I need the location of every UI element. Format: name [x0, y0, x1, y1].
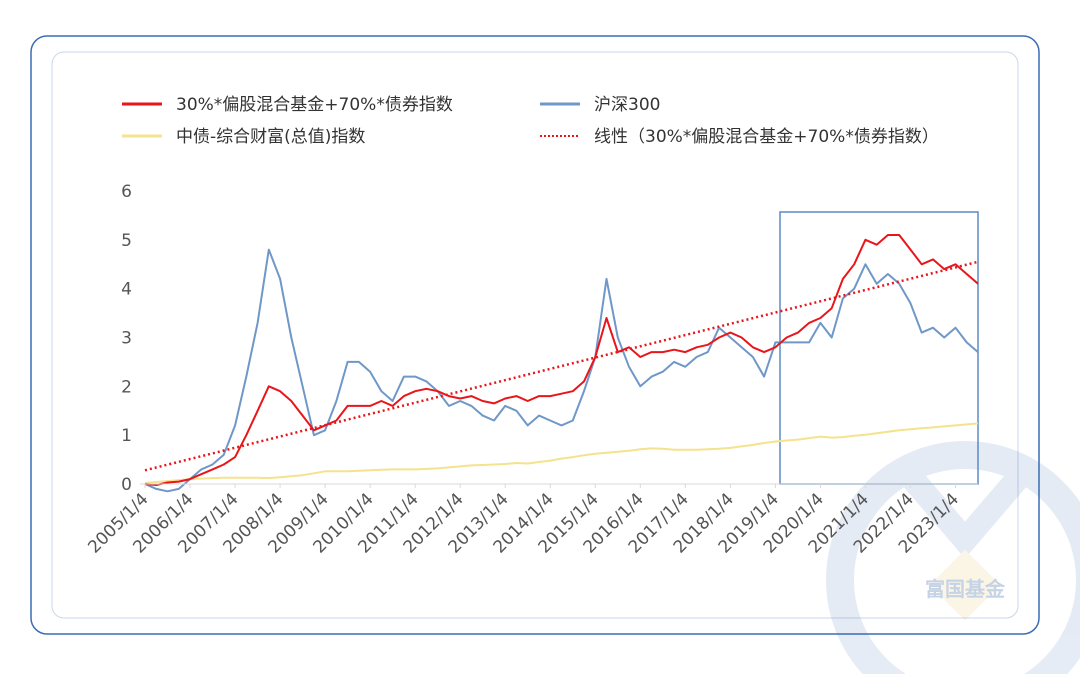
- y-tick-label: 1: [121, 426, 132, 446]
- y-tick-label: 2: [121, 377, 132, 397]
- watermark: 富国基金: [925, 577, 1006, 601]
- trend-line: [144, 260, 979, 472]
- outer-frame: [30, 35, 1040, 635]
- y-tick-label: 0: [121, 475, 132, 495]
- watermark-logo: [826, 441, 1080, 678]
- series-line: [144, 422, 979, 484]
- legend-label: 30%*偏股混合基金+70%*债券指数: [176, 95, 453, 115]
- inner-panel: [51, 51, 1019, 619]
- y-tick-label: 4: [121, 280, 132, 300]
- y-tick-label: 3: [121, 329, 132, 349]
- series-line: [144, 234, 979, 486]
- y-tick-label: 6: [121, 182, 132, 202]
- y-tick-label: 5: [121, 231, 132, 251]
- plot: [144, 234, 979, 493]
- legend-label: 线性（30%*偏股混合基金+70%*债券指数）: [594, 127, 939, 147]
- series-line: [144, 248, 979, 493]
- legend-label: 沪深300: [594, 95, 660, 115]
- legend-label: 中债-综合财富(总值)指数: [176, 127, 365, 147]
